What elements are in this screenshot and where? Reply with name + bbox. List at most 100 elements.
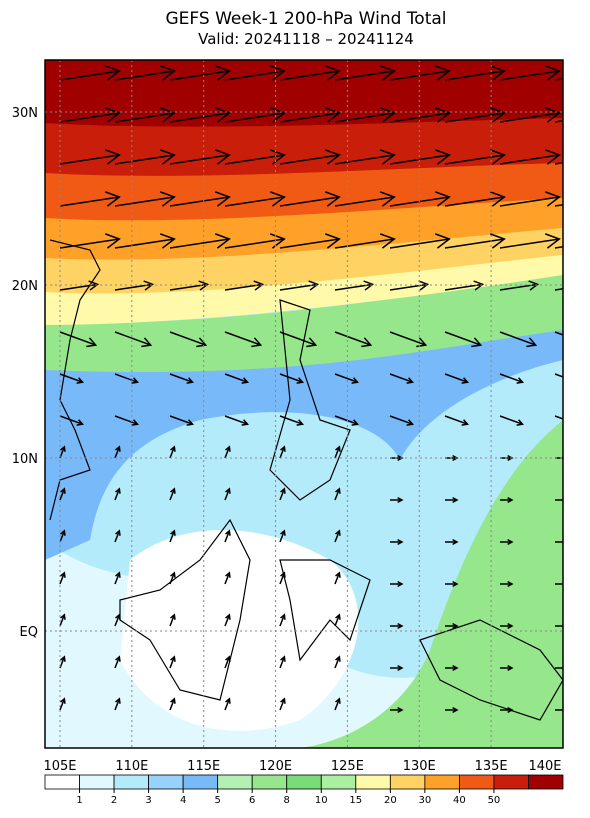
wind-arrow: [224, 613, 231, 627]
wind-arrow: [114, 107, 176, 123]
wind-arrow: [114, 655, 121, 669]
wind-arrow: [114, 65, 176, 81]
wind-arrow: [499, 331, 538, 348]
wind-arrow: [224, 571, 231, 585]
wind-arrow: [334, 613, 341, 627]
wind-arrow: [444, 149, 506, 165]
wind-arrow: [169, 373, 195, 384]
wind-arrow: [279, 487, 286, 501]
wind-arrow: [499, 191, 561, 207]
wind-arrow: [59, 613, 66, 627]
wind-arrow: [334, 373, 360, 384]
wind-arrow: [279, 655, 286, 669]
colorbar-bin: [251, 774, 288, 790]
wind-arrow: [555, 664, 563, 672]
wind-arrow: [334, 415, 360, 426]
wind-arrow: [444, 65, 506, 81]
colorbar-bin: [320, 774, 357, 790]
wind-arrow: [499, 415, 525, 426]
wind-arrow: [169, 529, 176, 543]
wind-arrow: [334, 571, 341, 585]
colorbar-label: 10: [315, 795, 328, 806]
wind-arrow: [59, 65, 121, 81]
colorbar-bin: [528, 774, 564, 790]
wind-arrow: [279, 415, 305, 426]
wind-arrow: [334, 487, 341, 501]
x-tick-label: 120E: [259, 759, 292, 774]
wind-arrow: [444, 373, 470, 384]
colorbar-label: 40: [453, 795, 466, 806]
colorbar-bin: [424, 774, 460, 790]
wind-arrow: [114, 571, 121, 585]
wind-arrow: [59, 373, 85, 384]
wind-arrow: [169, 613, 176, 627]
wind-arrow: [390, 538, 404, 546]
graticule: 105E 110E 115E 120E 125E 130E 135E 140E 30N 20N 10…: [12, 60, 564, 774]
x-tick-label: 130E: [403, 759, 436, 774]
wind-arrow: [169, 415, 195, 426]
wind-arrow: [224, 107, 286, 123]
map-frame: [44, 59, 564, 749]
field-band: [120, 530, 359, 731]
wind-arrow: [224, 445, 231, 459]
field-band: [300, 420, 563, 748]
wind-arrow: [279, 233, 341, 249]
map-subtitle: Valid: 20241118 – 20241124: [198, 30, 414, 48]
wind-arrow: [114, 487, 121, 501]
wind-arrow: [169, 445, 176, 459]
x-tick-label: 135E: [475, 759, 508, 774]
wind-arrow: [224, 697, 231, 711]
wind-arrow: [279, 191, 341, 207]
colorbar-label: 15: [349, 795, 362, 806]
wind-arrow: [59, 107, 121, 123]
wind-arrow: [389, 233, 451, 249]
coastlines: [49, 239, 563, 721]
wind-arrow: [390, 622, 404, 630]
wind-arrow: [389, 149, 451, 165]
field-band: [45, 320, 563, 560]
colorbar-bin: [389, 774, 426, 790]
wind-arrow: [444, 107, 506, 123]
wind-arrow: [169, 233, 231, 249]
x-tick-label: 125E: [331, 759, 364, 774]
y-tick-label: EQ: [20, 625, 38, 640]
colorbar-bin: [355, 774, 391, 790]
wind-arrow: [499, 233, 561, 249]
field-band: [45, 195, 563, 260]
wind-arrow: [444, 415, 470, 426]
wind-arrow: [389, 415, 415, 426]
wind-arrow: [169, 149, 231, 165]
wind-arrow: [114, 697, 121, 711]
wind-arrow: [279, 373, 305, 384]
wind-arrow: [59, 233, 121, 249]
field-band: [45, 270, 563, 372]
colorbar-bin: [493, 774, 529, 790]
colorbar-label: 20: [384, 795, 397, 806]
wind-arrow: [169, 107, 231, 123]
wind-arrow: [114, 529, 121, 543]
wind-arrow: [445, 706, 459, 714]
wind-arrow: [224, 487, 231, 501]
wind-arrow: [279, 331, 318, 348]
wind-arrow: [59, 149, 121, 165]
x-tick-label: 115E: [187, 759, 220, 774]
colorbar-bin: [286, 774, 322, 790]
wind-arrow: [334, 331, 373, 348]
x-tick-label: 105E: [43, 759, 76, 774]
wind-arrow: [334, 697, 341, 711]
wind-arrow: [279, 107, 341, 123]
colorbar-bin: [148, 774, 184, 790]
wind-arrow: [500, 706, 514, 714]
wind-arrow: [279, 529, 286, 543]
wind-arrow: [555, 622, 563, 630]
colorbar-label: 50: [488, 795, 501, 806]
wind-arrow: [169, 487, 176, 501]
wind-arrow: [59, 487, 66, 501]
wind-arrow: [445, 538, 459, 546]
x-tick-label: 140E: [528, 759, 561, 774]
wind-arrow: [445, 664, 459, 672]
wind-arrow: [555, 538, 563, 546]
wind-arrow: [59, 415, 85, 426]
x-tick-label: 110E: [115, 759, 148, 774]
wind-arrow: [500, 496, 514, 504]
